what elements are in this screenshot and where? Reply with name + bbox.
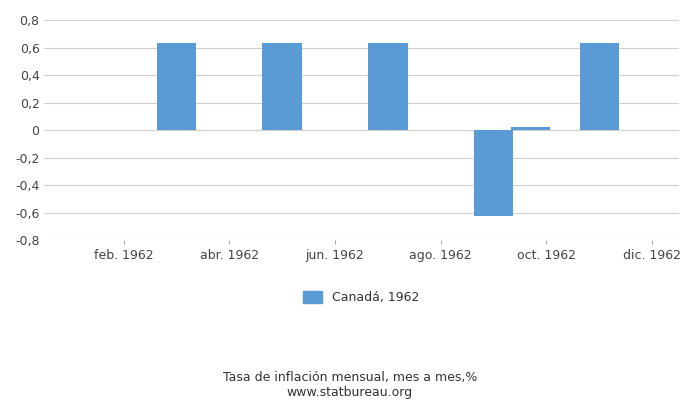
Bar <box>368 44 407 130</box>
Bar <box>262 44 302 130</box>
Bar <box>157 44 196 130</box>
Bar <box>511 128 550 130</box>
Bar <box>580 44 619 130</box>
Text: www.statbureau.org: www.statbureau.org <box>287 386 413 399</box>
Bar <box>474 130 513 216</box>
Legend: Canadá, 1962: Canadá, 1962 <box>298 286 424 309</box>
Text: Tasa de inflación mensual, mes a mes,%: Tasa de inflación mensual, mes a mes,% <box>223 372 477 384</box>
